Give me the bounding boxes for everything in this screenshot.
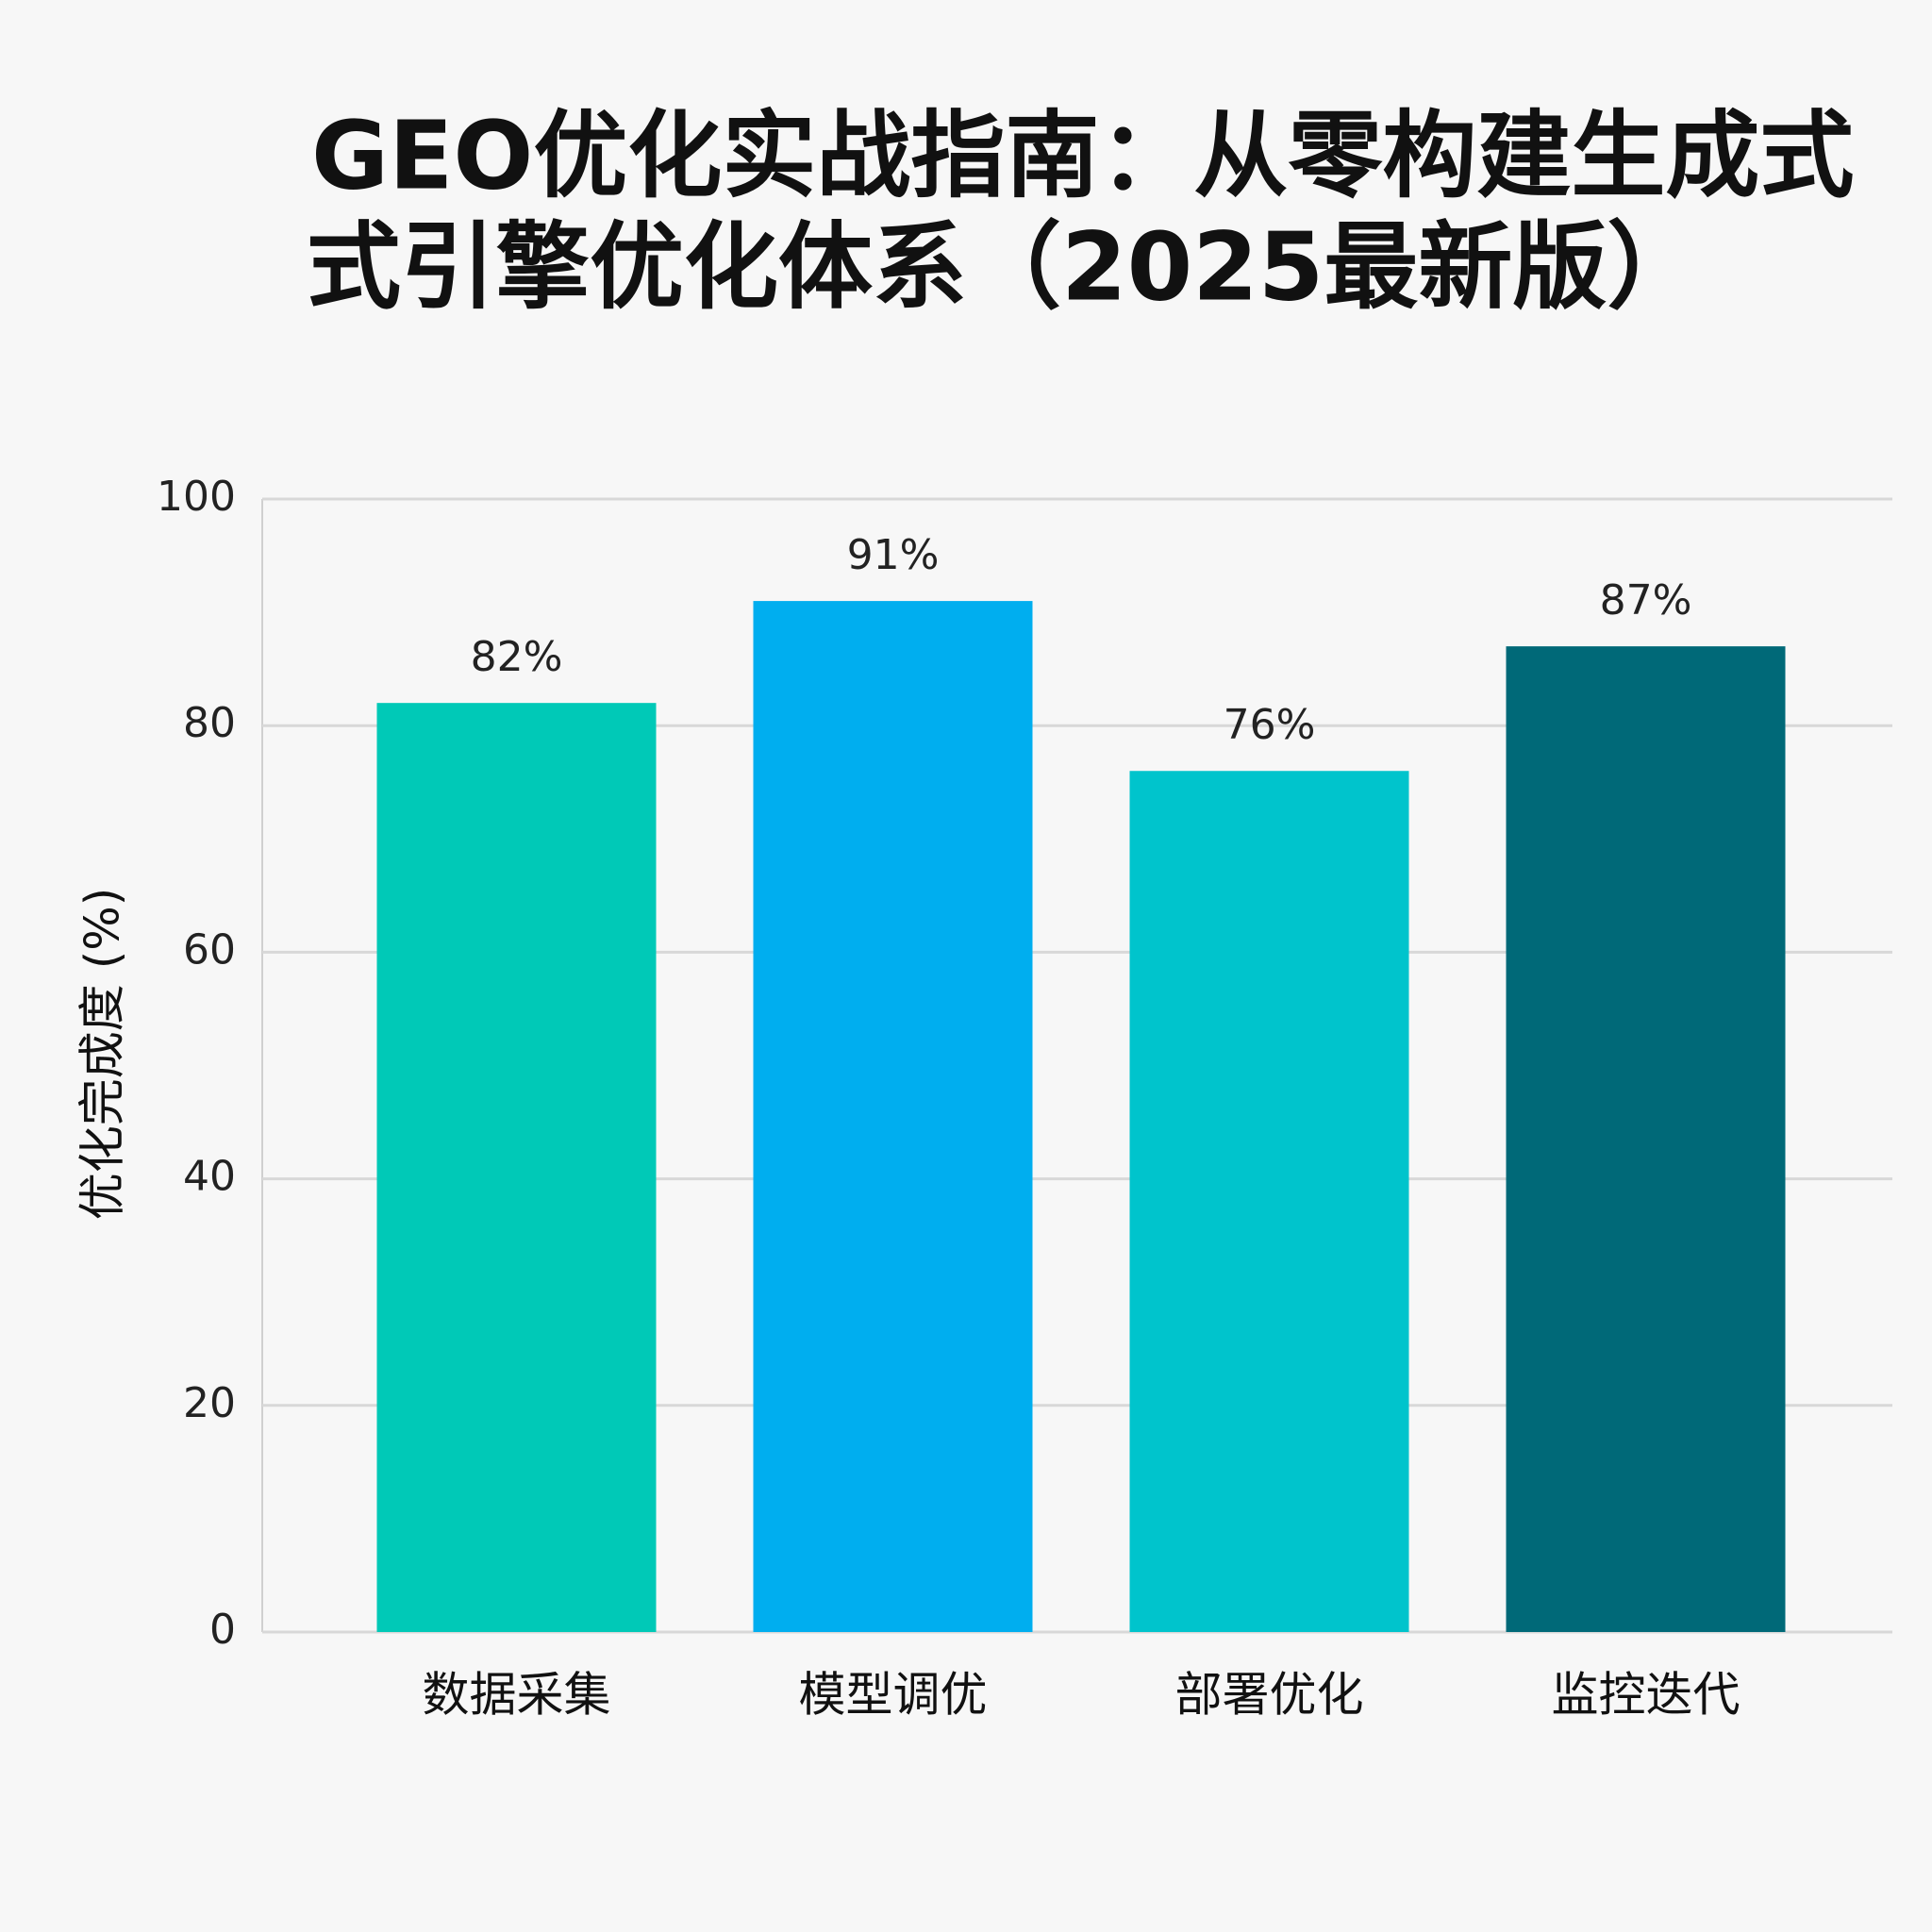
chart-title: GEO优化实战指南：从零构建生成式 [311, 100, 1854, 210]
y-tick-label: 60 [183, 925, 236, 974]
value-label: 87% [1600, 576, 1692, 625]
x-tick-label: 模型调优 [799, 1668, 988, 1723]
y-tick-label: 0 [209, 1606, 236, 1654]
y-tick-label: 100 [157, 473, 236, 521]
x-tick-label: 监控迭代 [1552, 1668, 1740, 1723]
bar [1129, 771, 1409, 1632]
y-tick-label: 80 [183, 699, 236, 747]
value-label: 76% [1224, 701, 1316, 749]
value-label: 91% [847, 531, 940, 579]
x-tick-label: 数据采集 [423, 1668, 611, 1723]
bar [753, 601, 1033, 1632]
value-label: 82% [471, 633, 563, 681]
bar [376, 703, 657, 1632]
y-tick-label: 40 [183, 1153, 236, 1201]
y-tick-label: 20 [183, 1379, 236, 1427]
chart-title: 式引擎优化体系（2025最新版） [307, 211, 1701, 322]
bar [1506, 646, 1786, 1632]
x-tick-label: 部署优化 [1175, 1668, 1364, 1723]
y-axis-label: 优化完成度 (%) [75, 888, 130, 1220]
